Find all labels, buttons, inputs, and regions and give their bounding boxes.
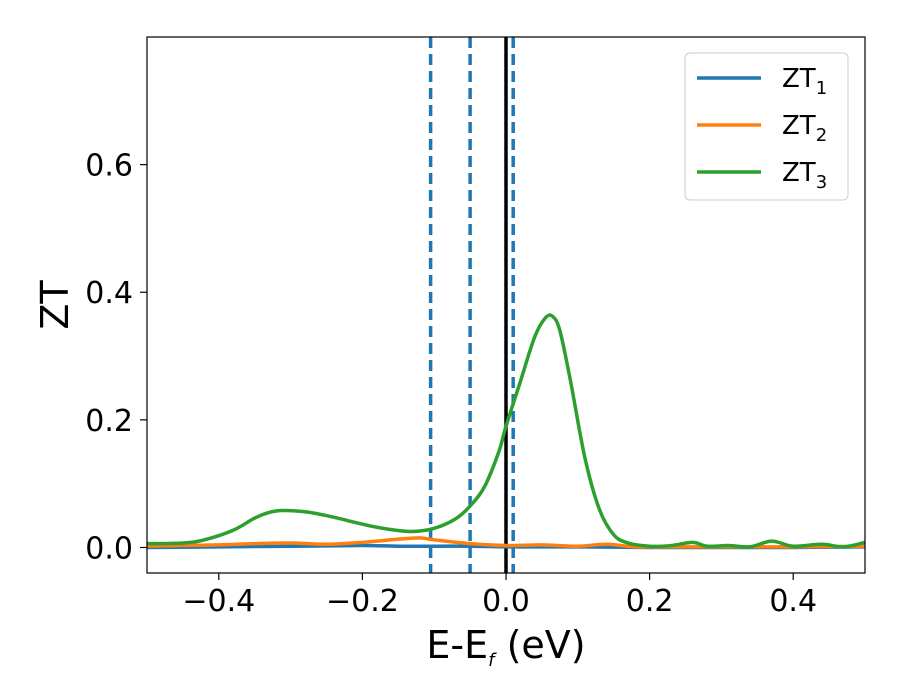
x-tick-label-1: −0.2 <box>326 584 399 619</box>
legend-label-1: ZT1 <box>782 64 827 99</box>
legend-label-2: ZT2 <box>782 111 827 146</box>
x-tick-label-2: 0.0 <box>482 584 530 619</box>
y-axis-ticks: 0.0 0.2 0.4 0.6 <box>85 149 147 566</box>
legend: ZT1 ZT2 ZT3 <box>684 52 849 201</box>
x-tick-label-3: 0.2 <box>626 584 674 619</box>
x-axis-label: E-Ef (eV) <box>426 623 585 671</box>
y-tick-label-0: 0.0 <box>85 531 133 566</box>
reference-lines <box>428 37 515 573</box>
plot-area <box>147 37 865 573</box>
series-lines <box>147 313 865 550</box>
x-tick-label-4: 0.4 <box>769 584 817 619</box>
x-axis-ticks: −0.4 −0.2 0.0 0.2 0.4 <box>182 573 817 619</box>
legend-label-3: ZT3 <box>782 158 827 193</box>
series-line-zt2 <box>147 536 865 549</box>
x-tick-label-0: −0.4 <box>182 584 255 619</box>
series-line-zt3 <box>147 313 865 549</box>
y-axis-label: ZT <box>33 280 77 330</box>
legend-box <box>684 52 849 201</box>
y-tick-label-2: 0.4 <box>85 276 133 311</box>
y-tick-label-1: 0.2 <box>85 404 133 439</box>
y-tick-label-3: 0.6 <box>85 149 133 184</box>
